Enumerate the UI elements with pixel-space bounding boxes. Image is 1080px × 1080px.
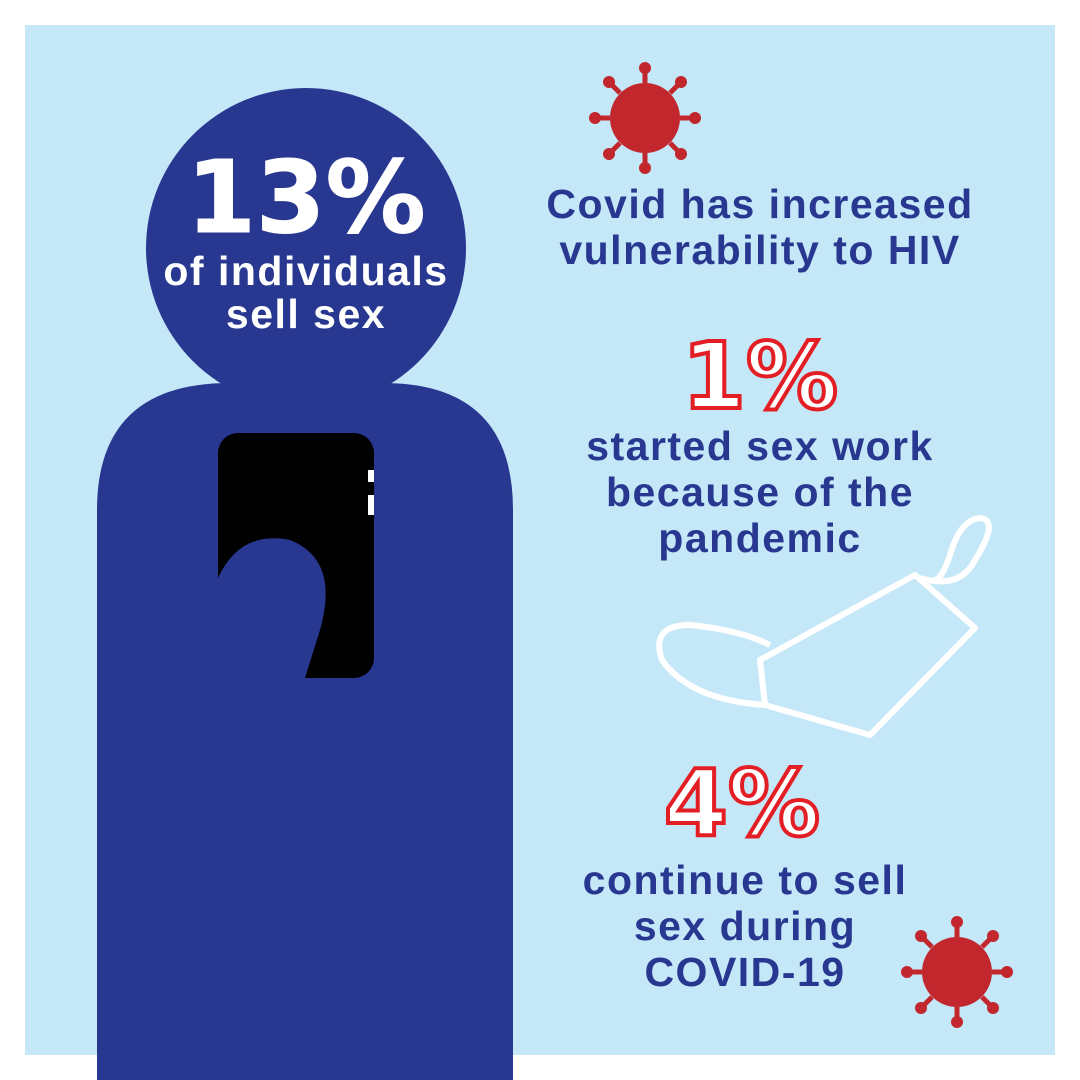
stat-figure: 4%	[664, 750, 820, 857]
virus-icon	[589, 62, 701, 174]
stat-caption: of individuals	[163, 248, 448, 294]
person-figure	[97, 88, 513, 1080]
virus-icon	[901, 916, 1013, 1028]
stat-figure: 1%	[682, 323, 838, 430]
mask-icon	[656, 515, 992, 738]
stat-caption: COVID-19	[644, 949, 845, 995]
stat-caption: because of the	[606, 469, 914, 515]
stat-caption: started sex work	[586, 423, 934, 469]
stat-figure: 13%	[186, 139, 425, 256]
stat-caption: sell sex	[226, 291, 386, 337]
headline: vulnerability to HIV	[559, 227, 960, 273]
stat-caption: sex during	[634, 903, 856, 949]
stat-caption: continue to sell	[583, 857, 908, 903]
headline: Covid has increased	[546, 181, 973, 227]
stat-caption: pandemic	[658, 515, 861, 561]
